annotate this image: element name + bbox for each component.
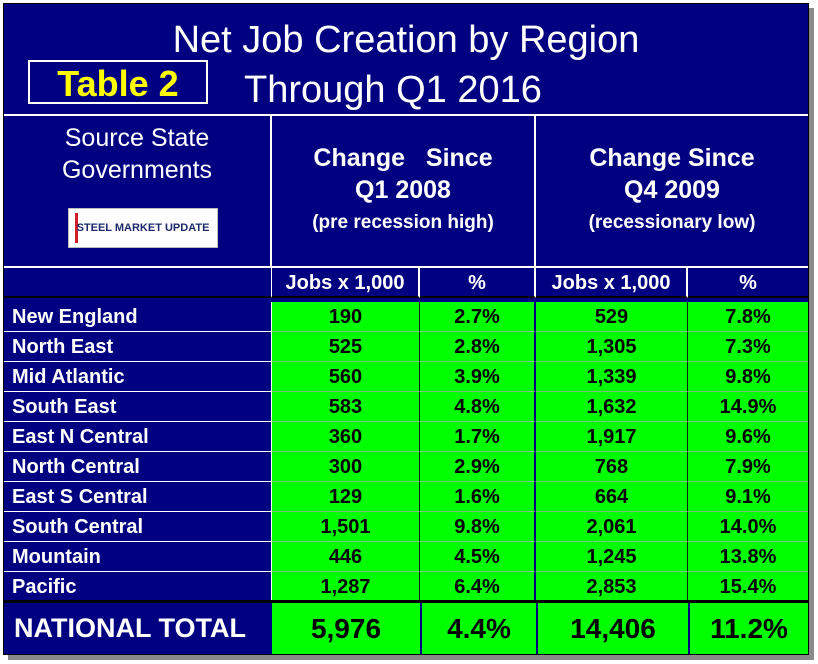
cell-region: East N Central bbox=[4, 422, 272, 452]
group-b-line-2: Q4 2009 bbox=[624, 176, 720, 204]
cell-a-jobs: 583 bbox=[272, 392, 420, 422]
cell-a-pct: 2.9% bbox=[420, 452, 536, 482]
cell-region: North Central bbox=[4, 452, 272, 482]
cell-a-jobs: 190 bbox=[272, 302, 420, 332]
cell-b-pct: 14.0% bbox=[688, 512, 808, 542]
cell-region: Mountain bbox=[4, 542, 272, 572]
total-b-jobs: 14,406 bbox=[536, 603, 688, 654]
cell-b-jobs: 768 bbox=[536, 452, 688, 482]
cell-region: Mid Atlantic bbox=[4, 362, 272, 392]
region-header-cell bbox=[4, 268, 272, 298]
title-line-2: Through Q1 2016 bbox=[244, 69, 542, 111]
table-row: New England 190 2.7% 529 7.8% bbox=[4, 302, 808, 332]
cell-b-jobs: 1,305 bbox=[536, 332, 688, 362]
cell-a-pct: 4.8% bbox=[420, 392, 536, 422]
group-b-line-3: (recessionary low) bbox=[588, 212, 756, 233]
col-header-a-jobs: Jobs x 1,000 bbox=[272, 268, 420, 298]
col-header-b-pct: % bbox=[688, 268, 808, 298]
cell-a-jobs: 360 bbox=[272, 422, 420, 452]
logo-accent-icon bbox=[75, 213, 78, 243]
col-header-b-jobs: Jobs x 1,000 bbox=[536, 268, 688, 298]
cell-a-pct: 3.9% bbox=[420, 362, 536, 392]
cell-b-pct: 13.8% bbox=[688, 542, 808, 572]
group-a-line-2: Q1 2008 bbox=[355, 176, 451, 204]
cell-a-pct: 4.5% bbox=[420, 542, 536, 572]
cell-a-pct: 1.7% bbox=[420, 422, 536, 452]
national-total-row: NATIONAL TOTAL 5,976 4.4% 14,406 11.2% bbox=[4, 603, 808, 654]
cell-region: South Central bbox=[4, 512, 272, 542]
cell-a-pct: 1.6% bbox=[420, 482, 536, 512]
cell-b-pct: 14.9% bbox=[688, 392, 808, 422]
cell-region: East S Central bbox=[4, 482, 272, 512]
logo-text: STEEL MARKET UPDATE bbox=[76, 222, 210, 234]
cell-b-pct: 7.9% bbox=[688, 452, 808, 482]
cell-b-pct: 9.1% bbox=[688, 482, 808, 512]
table-row: South East 583 4.8% 1,632 14.9% bbox=[4, 392, 808, 422]
cell-a-jobs: 1,501 bbox=[272, 512, 420, 542]
cell-b-pct: 7.8% bbox=[688, 302, 808, 332]
table-row: North Central 300 2.9% 768 7.9% bbox=[4, 452, 808, 482]
cell-region: South East bbox=[4, 392, 272, 422]
table-row: East S Central 129 1.6% 664 9.1% bbox=[4, 482, 808, 512]
cell-b-pct: 15.4% bbox=[688, 572, 808, 602]
table-row: Mid Atlantic 560 3.9% 1,339 9.8% bbox=[4, 362, 808, 392]
total-a-pct: 4.4% bbox=[420, 603, 536, 654]
cell-a-jobs: 1,287 bbox=[272, 572, 420, 602]
cell-b-jobs: 1,339 bbox=[536, 362, 688, 392]
cell-region: Pacific bbox=[4, 572, 272, 602]
cell-a-jobs: 525 bbox=[272, 332, 420, 362]
cell-a-jobs: 560 bbox=[272, 362, 420, 392]
cell-b-jobs: 1,245 bbox=[536, 542, 688, 572]
source-line-1: Source State bbox=[64, 124, 210, 152]
column-group-header-q4-2009: Change Since Q4 2009 (recessionary low) bbox=[536, 116, 808, 266]
cell-a-pct: 2.7% bbox=[420, 302, 536, 332]
cell-a-jobs: 300 bbox=[272, 452, 420, 482]
cell-a-jobs: 129 bbox=[272, 482, 420, 512]
table-row: Pacific 1,287 6.4% 2,853 15.4% bbox=[4, 572, 808, 602]
cell-b-jobs: 529 bbox=[536, 302, 688, 332]
cell-b-jobs: 1,632 bbox=[536, 392, 688, 422]
source-header: Source State Governments STEEL MARKET UP… bbox=[4, 116, 272, 266]
column-header-row: Jobs x 1,000 % Jobs x 1,000 % bbox=[4, 268, 808, 298]
cell-a-pct: 2.8% bbox=[420, 332, 536, 362]
cell-b-pct: 9.8% bbox=[688, 362, 808, 392]
group-a-line-3: (pre recession high) bbox=[312, 212, 494, 233]
column-group-header-q1-2008: Change Since Q1 2008 (pre recession high… bbox=[272, 116, 536, 266]
col-header-a-pct: % bbox=[420, 268, 536, 298]
title-block: Net Job Creation by Region Table 2 Throu… bbox=[4, 4, 808, 116]
cell-b-jobs: 664 bbox=[536, 482, 688, 512]
cell-b-jobs: 1,917 bbox=[536, 422, 688, 452]
group-b-line-1: Change Since bbox=[589, 144, 755, 172]
title-line-1: Net Job Creation by Region bbox=[172, 19, 640, 61]
cell-a-pct: 9.8% bbox=[420, 512, 536, 542]
total-divider bbox=[4, 600, 808, 603]
cell-a-pct: 6.4% bbox=[420, 572, 536, 602]
steel-market-update-logo: STEEL MARKET UPDATE bbox=[68, 208, 218, 248]
table-row: Mountain 446 4.5% 1,245 13.8% bbox=[4, 542, 808, 572]
table-row: North East 525 2.8% 1,305 7.3% bbox=[4, 332, 808, 362]
cell-b-pct: 7.3% bbox=[688, 332, 808, 362]
total-b-pct: 11.2% bbox=[688, 603, 808, 654]
cell-b-jobs: 2,853 bbox=[536, 572, 688, 602]
table-row: East N Central 360 1.7% 1,917 9.6% bbox=[4, 422, 808, 452]
cell-b-jobs: 2,061 bbox=[536, 512, 688, 542]
table-row: South Central 1,501 9.8% 2,061 14.0% bbox=[4, 512, 808, 542]
cell-region: New England bbox=[4, 302, 272, 332]
cell-region: North East bbox=[4, 332, 272, 362]
total-label: NATIONAL TOTAL bbox=[14, 613, 246, 643]
total-a-jobs: 5,976 bbox=[272, 603, 420, 654]
table-frame: Net Job Creation by Region Table 2 Throu… bbox=[3, 3, 809, 655]
cell-b-pct: 9.6% bbox=[688, 422, 808, 452]
cell-a-jobs: 446 bbox=[272, 542, 420, 572]
group-a-line-1: Change Since bbox=[313, 144, 493, 172]
table-badge: Table 2 bbox=[28, 60, 208, 104]
source-line-2: Governments bbox=[61, 156, 213, 184]
header-divider bbox=[4, 266, 808, 268]
